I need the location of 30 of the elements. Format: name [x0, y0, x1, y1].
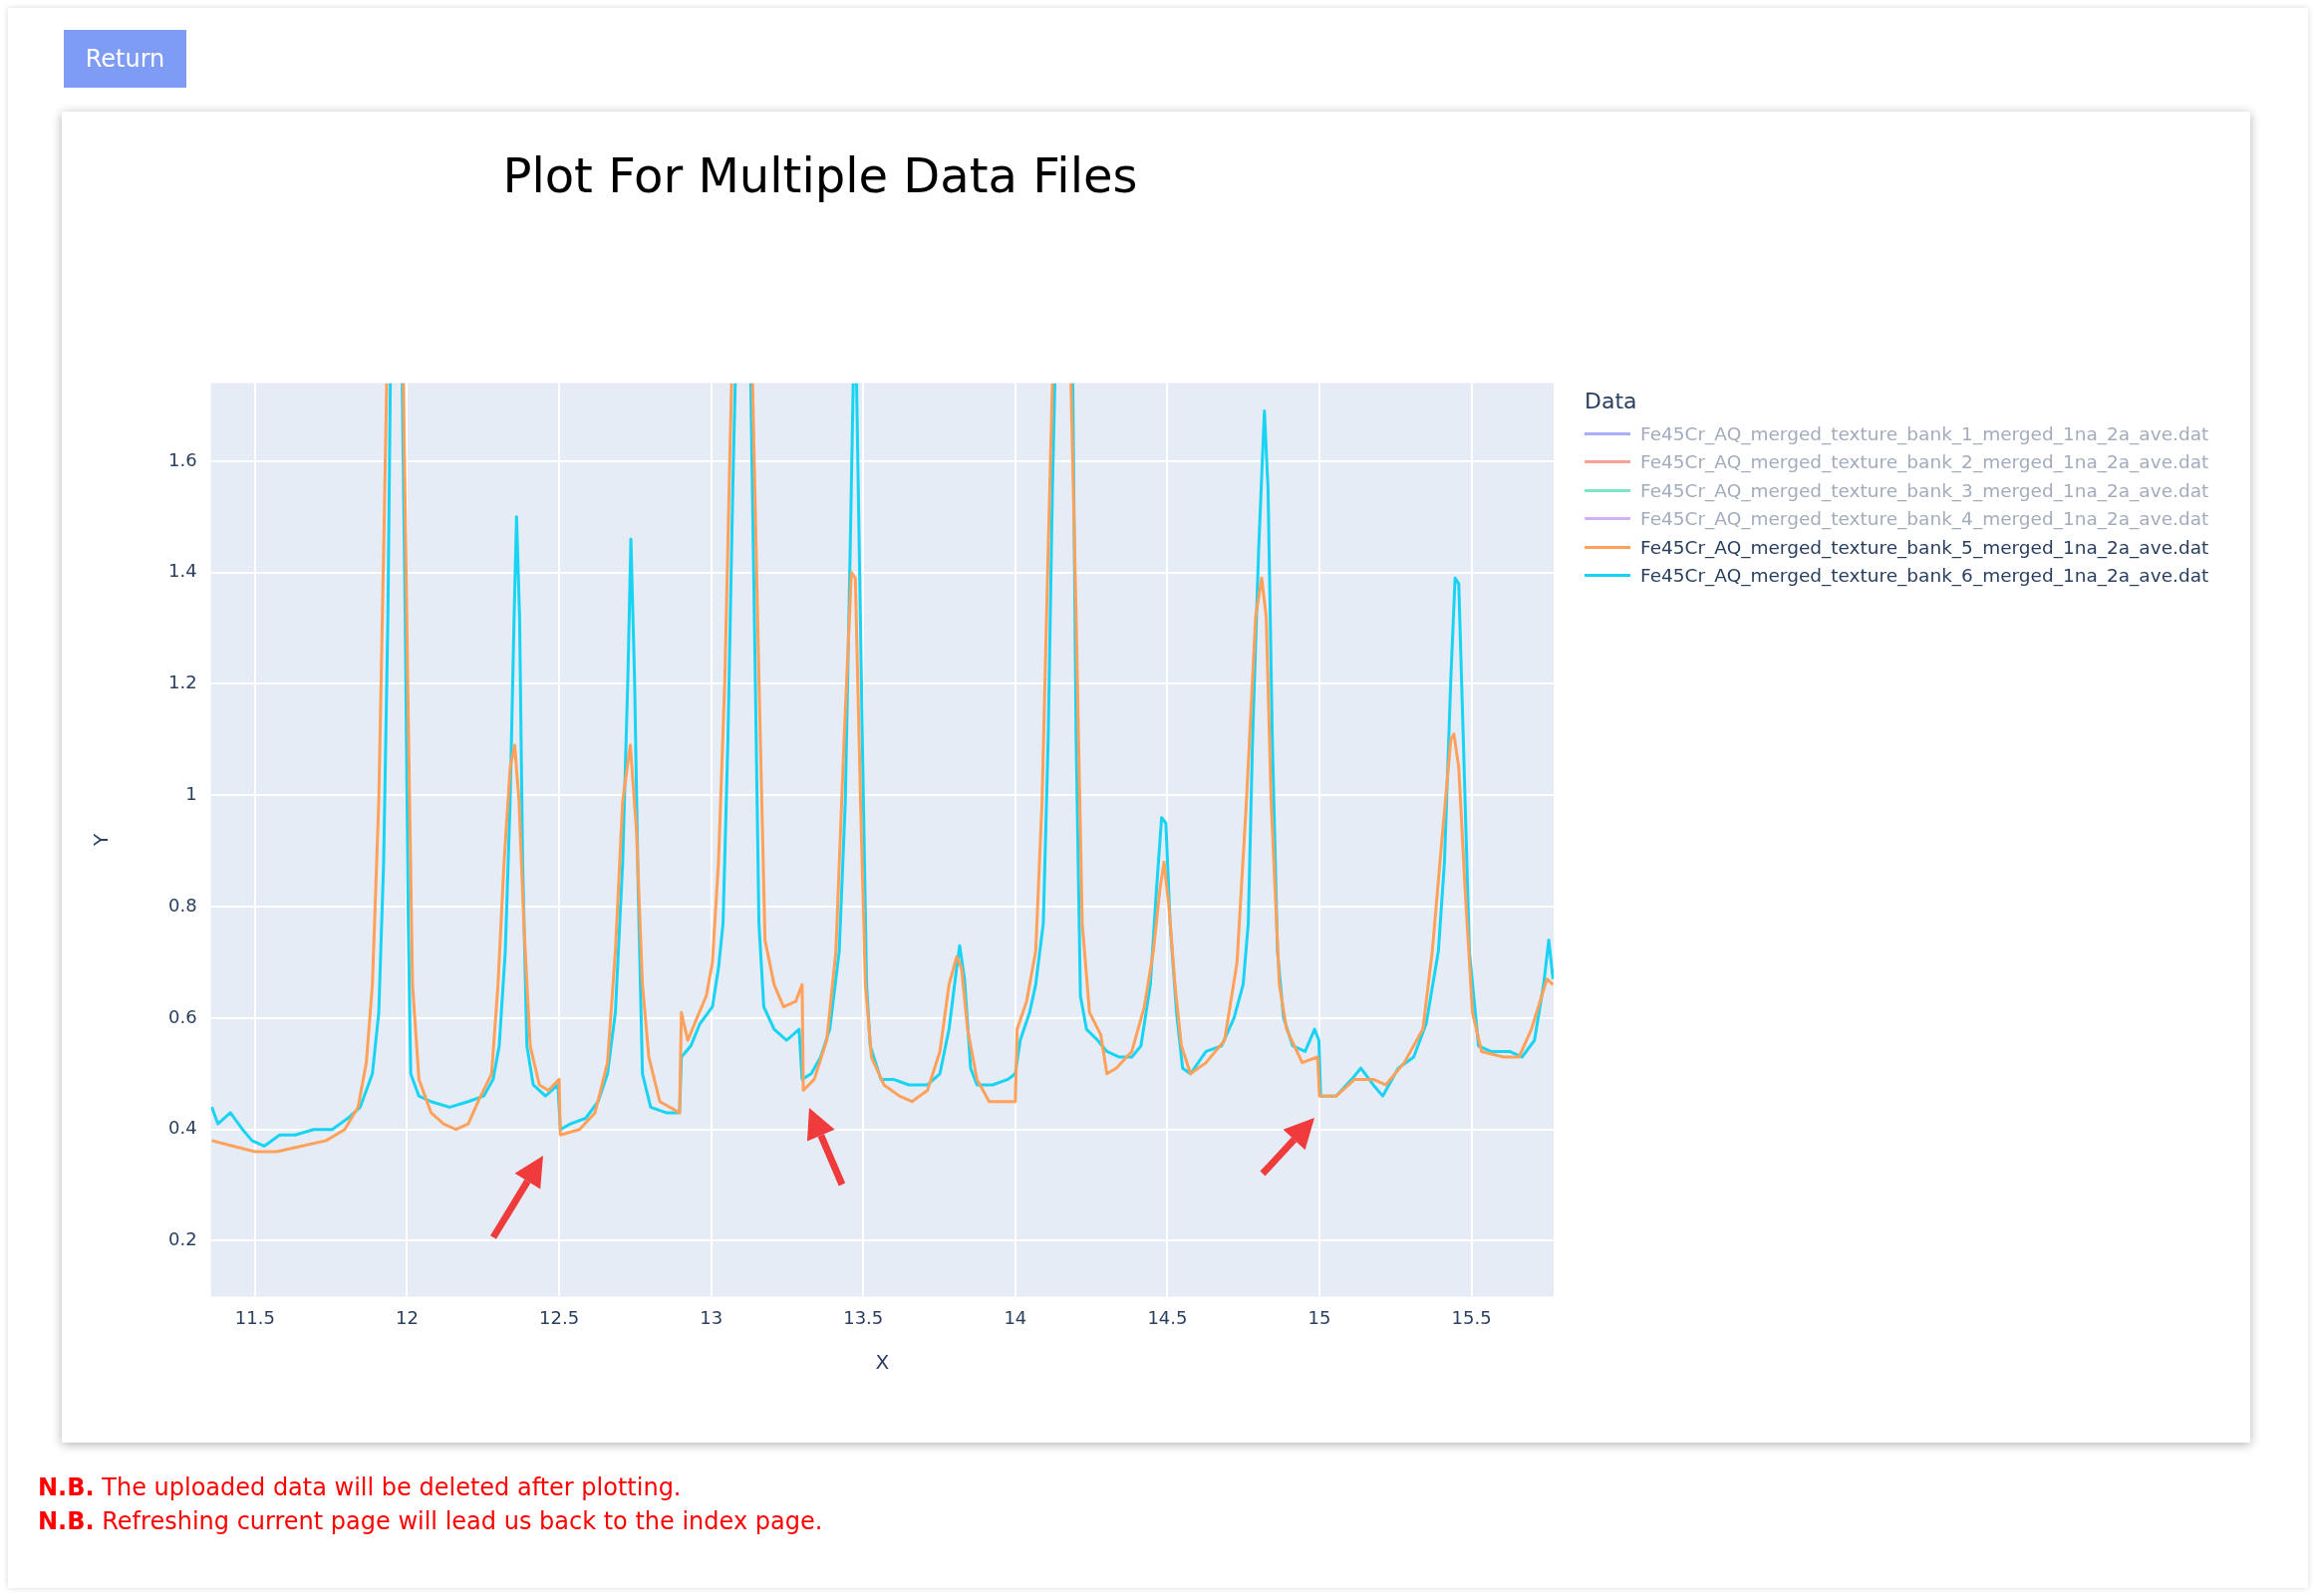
- y-tick-label: 0.2: [167, 1228, 197, 1250]
- legend-label: Fe45Cr_AQ_merged_texture_bank_1_merged_1na_2a_ave.dat: [1640, 422, 2209, 444]
- y-tick-label: 1.4: [167, 560, 197, 582]
- x-tick-label: 14.5: [1147, 1306, 1188, 1328]
- x-tick-label: 12.5: [539, 1306, 580, 1328]
- x-tick-label: 15: [1307, 1306, 1331, 1328]
- x-tick-label: 15.5: [1451, 1306, 1492, 1328]
- legend-label: Fe45Cr_AQ_merged_texture_bank_2_merged_1na_2a_ave.dat: [1640, 451, 2209, 473]
- text: N.B. The uploaded data will be deleted after plotting.: [38, 1473, 682, 1501]
- y-tick-label: 1.2: [167, 671, 197, 693]
- legend-title: Data: [1585, 389, 1638, 413]
- y-tick-label: 1: [185, 782, 197, 804]
- y-tick-label: 0.6: [167, 1005, 197, 1027]
- x-tick-label: 12: [396, 1306, 419, 1328]
- text: Return: [64, 30, 186, 88]
- legend-label: Fe45Cr_AQ_merged_texture_bank_3_merged_1na_2a_ave.dat: [1640, 479, 2209, 501]
- x-tick-label: 13: [700, 1306, 724, 1328]
- y-tick-label: 0.4: [167, 1117, 197, 1139]
- legend-label: Fe45Cr_AQ_merged_texture_bank_4_merged_1na_2a_ave.dat: [1640, 508, 2209, 530]
- y-tick-label: 1.6: [167, 448, 197, 470]
- chart-title: Plot For Multiple Data Files: [502, 147, 1138, 204]
- x-tick-label: 13.5: [843, 1306, 884, 1328]
- x-axis-title: X: [875, 1350, 890, 1375]
- x-tick-label: 11.5: [234, 1306, 275, 1328]
- y-tick-label: 0.8: [167, 894, 197, 916]
- y-axis-title: Y: [89, 833, 114, 848]
- x-tick-label: 14: [1004, 1306, 1027, 1328]
- legend-label: Fe45Cr_AQ_merged_texture_bank_5_merged_1na_2a_ave.dat: [1640, 536, 2209, 558]
- legend-label: Fe45Cr_AQ_merged_texture_bank_6_merged_1na_2a_ave.dat: [1640, 565, 2209, 587]
- text: N.B. Refreshing current page will lead us back to the index page.: [38, 1507, 823, 1535]
